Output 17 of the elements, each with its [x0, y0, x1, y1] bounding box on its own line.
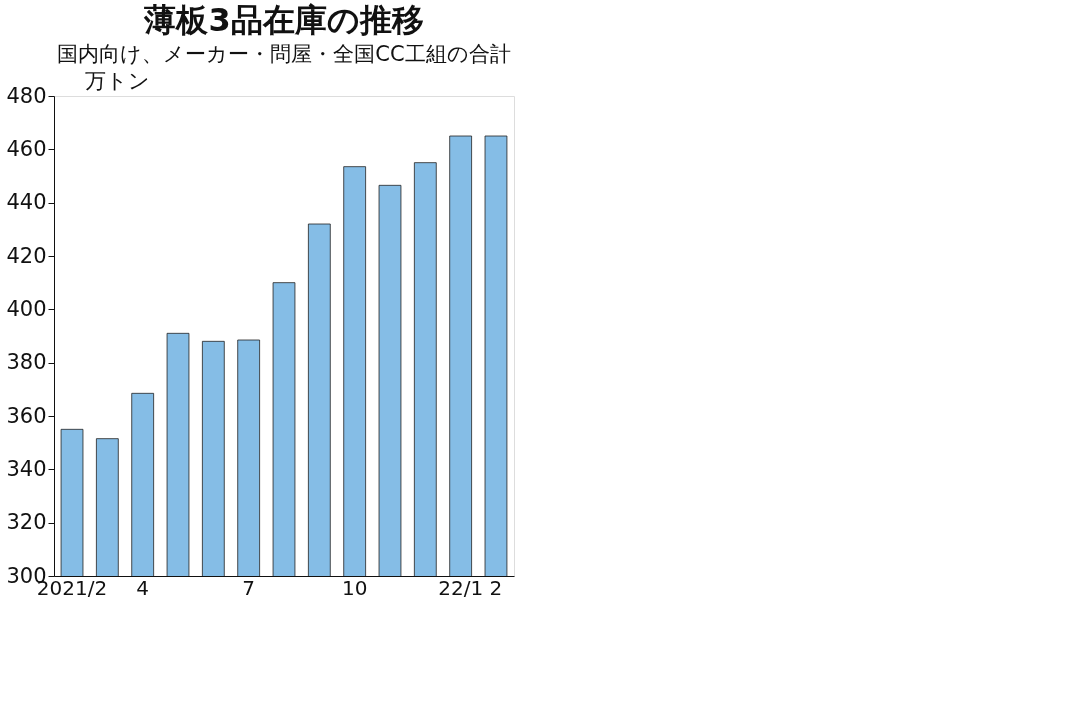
x-tick-label: 22/1	[438, 575, 484, 600]
y-tick-label: 480	[6, 83, 47, 108]
y-tick-label: 400	[6, 296, 47, 321]
chart-subtitle: 国内向け、メーカー・問屋・全国CC工組の合計	[57, 42, 511, 66]
y-tick-label: 420	[6, 243, 47, 268]
y-tick-label: 380	[6, 350, 47, 375]
x-tick-label: 10	[341, 575, 368, 600]
chart-title: 薄板3品在庫の推移	[143, 1, 424, 39]
y-tick-label: 360	[6, 403, 47, 428]
y-tick-label: 320	[6, 510, 47, 535]
y-tick-label: 440	[6, 190, 47, 215]
x-tick-label: 4	[136, 575, 150, 600]
y-tick-label: 340	[6, 456, 47, 481]
y-axis-title: 万トン	[84, 68, 150, 93]
y-tick-label: 460	[6, 136, 47, 161]
x-tick-label: 2	[489, 575, 503, 600]
x-tick-label: 7	[242, 575, 256, 600]
